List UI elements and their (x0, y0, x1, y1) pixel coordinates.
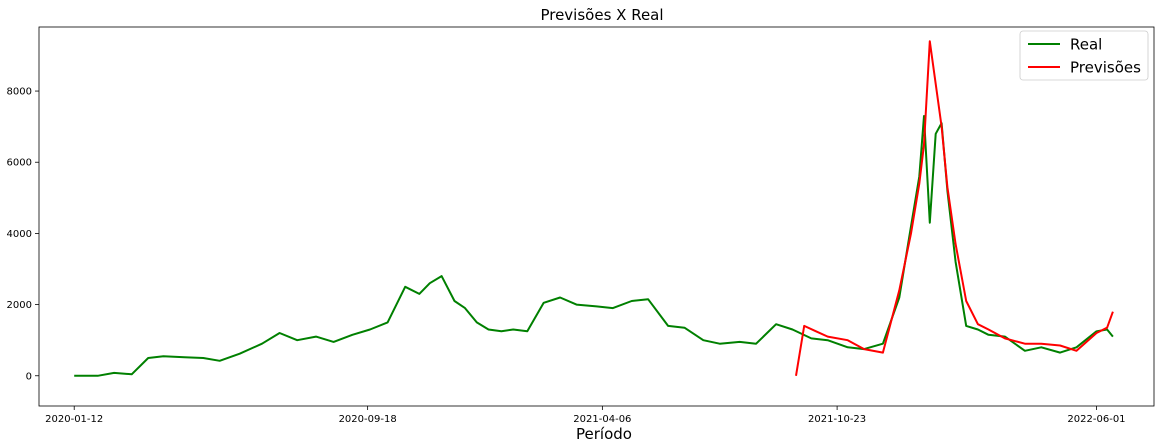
series-line-real (74, 115, 1114, 377)
y-tick-label: 2000 (7, 300, 32, 311)
x-tick-label: 2022-06-01 (1067, 414, 1125, 425)
x-axis: 2020-01-12 2020-09-18 2021-04-06 2021-10-23… (45, 406, 1126, 425)
y-axis: 0 2000 4000 6000 8000 (7, 87, 39, 382)
y-tick-label: 4000 (7, 229, 32, 240)
chart-title: Previsões X Real (540, 6, 663, 24)
x-tick-label: 2021-04-06 (573, 414, 631, 425)
series-line-previsoes (795, 40, 1114, 376)
plot-area (38, 26, 1155, 407)
x-tick-label: 2020-01-12 (45, 414, 103, 425)
legend: Real Previsões (1019, 30, 1149, 81)
series-layer (74, 40, 1114, 377)
x-tick-label: 2021-10-23 (808, 414, 866, 425)
y-tick-label: 6000 (7, 158, 32, 169)
x-axis-label: Período (576, 425, 632, 443)
y-tick-label: 8000 (7, 87, 32, 98)
x-tick-label: 2020-09-18 (339, 414, 397, 425)
legend-entry: Previsões (1070, 59, 1141, 77)
legend-entry: Real (1070, 36, 1102, 54)
y-tick-label: 0 (26, 371, 32, 382)
